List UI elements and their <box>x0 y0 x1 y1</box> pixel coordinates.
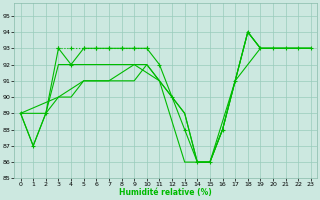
X-axis label: Humidité relative (%): Humidité relative (%) <box>119 188 212 197</box>
